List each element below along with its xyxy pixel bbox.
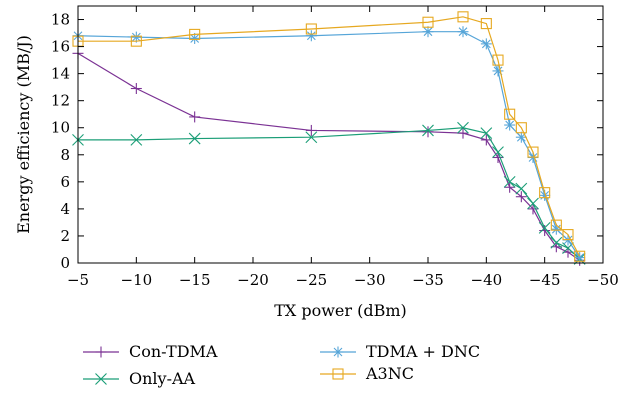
data-point: [574, 250, 586, 262]
data-point: [480, 127, 493, 140]
data-point: [305, 131, 318, 144]
x-tick-label: −40: [471, 271, 503, 289]
series-line: [78, 16, 581, 257]
data-point: [492, 146, 504, 158]
data-point: [305, 23, 317, 35]
y-tick-label: 8: [60, 146, 70, 164]
data-point: [574, 252, 586, 264]
data-point: [492, 151, 504, 163]
legend-item: Only-AA: [83, 369, 196, 388]
legend-marker: [95, 346, 107, 358]
legend-label: TDMA + DNC: [366, 342, 480, 361]
data-point: [492, 65, 504, 77]
x-tick-label: −45: [529, 271, 561, 289]
legend-marker: [95, 373, 107, 385]
legend-marker: [332, 368, 344, 380]
data-point: [189, 28, 201, 40]
legend-marker: [332, 346, 344, 358]
data-point: [305, 30, 317, 42]
series-only-aa: [72, 121, 586, 265]
x-tick-label: −25: [296, 271, 328, 289]
y-tick-label: 2: [60, 227, 70, 245]
y-tick-label: 12: [51, 92, 70, 110]
y-tick-label: 10: [51, 119, 70, 137]
data-point: [539, 187, 551, 199]
data-point: [504, 108, 516, 120]
legend-item: A3NC: [320, 364, 414, 383]
data-point: [457, 26, 469, 38]
y-tick-label: 16: [51, 38, 70, 56]
data-point: [480, 38, 492, 50]
data-point: [422, 26, 434, 38]
data-point: [480, 18, 492, 30]
y-tick-label: 6: [60, 173, 70, 191]
data-point: [130, 134, 143, 146]
x-axis-title: TX power (dBm): [274, 301, 407, 320]
x-tick-label: −30: [354, 271, 386, 289]
data-point: [305, 124, 317, 136]
x-tick-label: −50: [587, 271, 619, 289]
data-point: [422, 126, 434, 138]
x-tick-label: −15: [179, 271, 211, 289]
data-point: [492, 54, 504, 66]
legend-item: TDMA + DNC: [320, 342, 480, 361]
data-point: [130, 83, 142, 95]
data-point: [515, 131, 527, 143]
legend-label: Only-AA: [129, 369, 196, 388]
data-point: [188, 132, 201, 145]
y-tick-label: 4: [60, 200, 70, 218]
data-point: [457, 127, 469, 139]
data-point: [422, 124, 434, 137]
data-point: [550, 236, 563, 249]
y-tick-label: 18: [51, 11, 70, 29]
data-point: [422, 16, 434, 28]
data-point: [527, 197, 539, 210]
data-point: [515, 191, 527, 203]
x-tick-label: −5: [67, 271, 89, 289]
data-point: [527, 146, 539, 158]
data-point: [550, 219, 562, 231]
data-point: [189, 111, 201, 123]
y-tick-label: 14: [51, 65, 70, 83]
data-point: [457, 11, 469, 23]
data-point: [504, 119, 516, 131]
series-a3nc: [72, 11, 586, 262]
x-tick-label: −10: [121, 271, 153, 289]
legend-item: Con-TDMA: [83, 342, 218, 361]
x-tick-label: −35: [412, 271, 444, 289]
plot-series: [72, 11, 586, 266]
legend-label: Con-TDMA: [129, 342, 218, 361]
axis-ticks: −5 −10 −15 −20 −25 −30 −35 −40 −45 −50 0 2 4 6 8 10 12 14…: [51, 6, 619, 289]
data-point: [515, 182, 528, 195]
data-point: [527, 203, 539, 215]
data-point: [503, 175, 516, 188]
legend-label: A3NC: [365, 364, 414, 383]
data-point: [515, 122, 527, 134]
chart-legend: Con-TDMA Only-AA TDMA + DNC A3NC: [83, 342, 480, 388]
data-point: [457, 121, 469, 134]
plot-area-frame: [77, 5, 604, 264]
data-point: [504, 181, 516, 193]
data-point: [538, 221, 551, 234]
data-point: [562, 229, 574, 241]
x-tick-label: −20: [237, 271, 269, 289]
data-point: [130, 35, 142, 47]
y-axis-title: Energy efficiency (MB/J): [14, 35, 33, 234]
y-tick-label: 0: [60, 254, 70, 272]
